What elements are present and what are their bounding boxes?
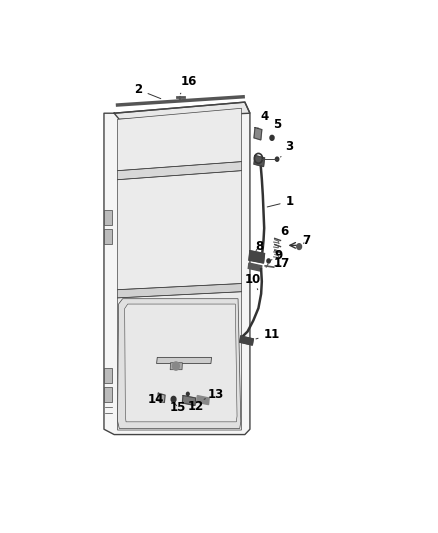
Text: 9: 9 [270, 249, 283, 262]
Circle shape [267, 259, 270, 263]
Text: 5: 5 [273, 118, 281, 137]
Polygon shape [254, 127, 262, 140]
Polygon shape [117, 161, 241, 180]
Polygon shape [240, 336, 253, 345]
Polygon shape [158, 393, 165, 402]
Text: 14: 14 [148, 393, 164, 406]
Text: 11: 11 [256, 327, 280, 341]
Polygon shape [104, 368, 113, 383]
Polygon shape [182, 395, 196, 406]
Polygon shape [117, 284, 241, 298]
Polygon shape [104, 211, 113, 225]
Circle shape [187, 392, 189, 395]
Circle shape [276, 157, 279, 161]
Polygon shape [104, 387, 113, 402]
Polygon shape [156, 358, 212, 364]
Polygon shape [104, 102, 250, 434]
Polygon shape [248, 263, 262, 271]
Text: 13: 13 [204, 388, 224, 401]
Polygon shape [125, 304, 237, 422]
Circle shape [173, 362, 179, 370]
Circle shape [270, 135, 274, 140]
Text: 3: 3 [281, 140, 294, 157]
Circle shape [297, 244, 301, 249]
Polygon shape [104, 229, 113, 244]
Text: 4: 4 [258, 110, 268, 128]
Text: 2: 2 [134, 83, 161, 99]
Text: 8: 8 [255, 240, 263, 253]
Text: 6: 6 [279, 225, 289, 244]
Text: 15: 15 [170, 401, 187, 414]
Polygon shape [117, 108, 241, 430]
Text: 7: 7 [302, 235, 310, 247]
Polygon shape [117, 298, 241, 429]
Polygon shape [170, 363, 182, 370]
Text: 17: 17 [274, 257, 290, 270]
Polygon shape [254, 156, 265, 166]
Text: 10: 10 [245, 273, 261, 290]
Text: 12: 12 [188, 400, 204, 413]
Text: 16: 16 [180, 75, 197, 94]
Polygon shape [197, 395, 209, 405]
Polygon shape [114, 102, 250, 119]
Circle shape [171, 397, 176, 402]
Polygon shape [249, 251, 265, 263]
Text: 1: 1 [267, 195, 294, 208]
